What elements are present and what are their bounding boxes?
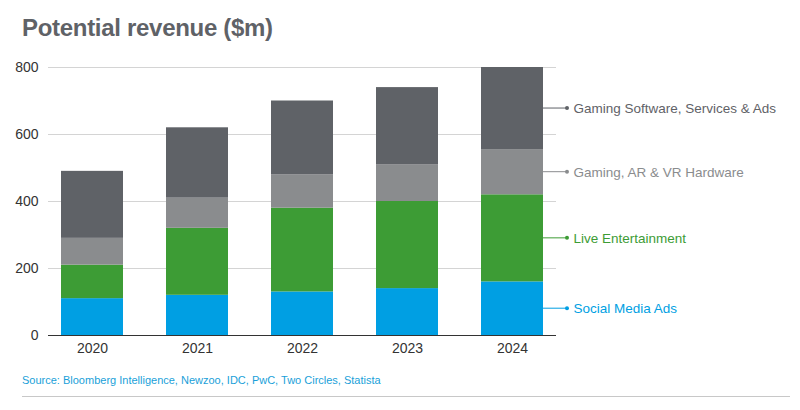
svg-text:2021: 2021 xyxy=(182,340,213,356)
svg-text:200: 200 xyxy=(15,260,39,276)
svg-text:Live Entertainment: Live Entertainment xyxy=(574,231,687,246)
svg-text:2024: 2024 xyxy=(497,340,528,356)
svg-text:2023: 2023 xyxy=(392,340,423,356)
svg-text:Social Media Ads: Social Media Ads xyxy=(574,301,678,316)
svg-text:Gaming Software, Services & Ad: Gaming Software, Services & Ads xyxy=(574,101,777,116)
svg-text:600: 600 xyxy=(15,126,39,142)
svg-text:400: 400 xyxy=(15,193,39,209)
svg-text:2022: 2022 xyxy=(287,340,318,356)
svg-text:800: 800 xyxy=(15,59,39,75)
html-text:Potential revenue ($m): Potential revenue ($m) xyxy=(22,14,273,41)
svg-text:Gaming, AR & VR Hardware: Gaming, AR & VR Hardware xyxy=(574,165,744,180)
html-text:Source: Bloomberg Intelligence: Source: Bloomberg Intelligence, Newzoo, … xyxy=(22,374,381,386)
svg-text:2020: 2020 xyxy=(77,340,108,356)
svg-text:0: 0 xyxy=(31,327,39,343)
